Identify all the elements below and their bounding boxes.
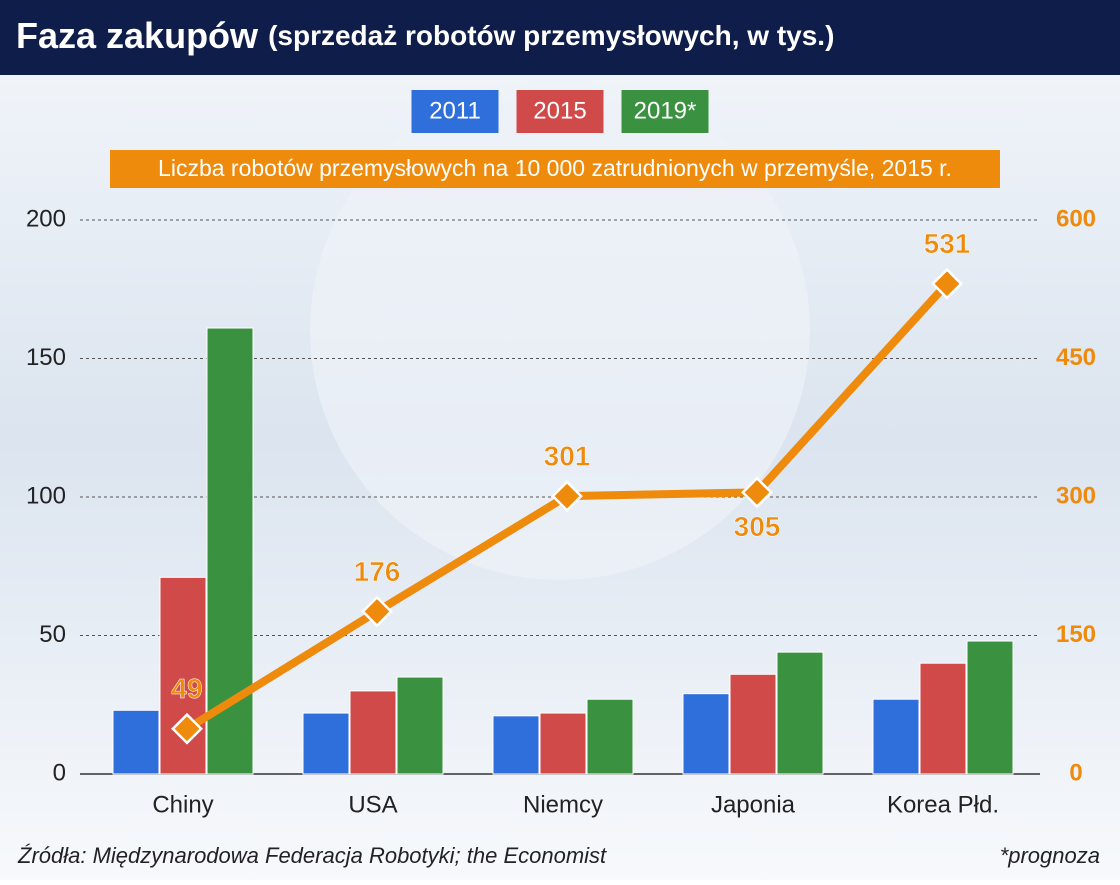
data-label: 49 [171, 673, 202, 704]
bar [919, 662, 967, 775]
y-tick-label: 200 [26, 205, 66, 232]
bar [966, 640, 1014, 775]
bar [872, 698, 920, 775]
bar [586, 698, 634, 775]
legend-label: Liczba robotów przemysłowych na 10 000 z… [158, 155, 952, 181]
title-bar [0, 0, 1120, 75]
data-label: 305 [734, 511, 781, 542]
bar [112, 709, 160, 775]
bar [492, 715, 540, 775]
source: Źródła: Międzynarodowa Federacja Robotyk… [17, 843, 607, 868]
note: *prognoza [1000, 843, 1100, 868]
title-sub: (sprzedaż robotów przemysłowych, w tys.) [268, 20, 834, 51]
legend-label: 2011 [429, 97, 481, 124]
legend-label: 2019* [634, 97, 697, 124]
bar [302, 712, 350, 775]
bar [682, 693, 730, 775]
marker [741, 476, 773, 509]
bar [396, 676, 444, 775]
bar [206, 327, 254, 775]
bar [729, 673, 777, 775]
legend-swatch [110, 150, 1000, 188]
bar [349, 690, 397, 775]
marker [171, 712, 203, 745]
y-tick-label: 0 [53, 759, 66, 786]
decor-circle [310, 80, 810, 580]
legend-label: 2015 [533, 97, 586, 124]
y2-tick-label: 150 [1056, 621, 1096, 648]
title-main: Faza zakupów [16, 15, 259, 56]
legend-swatch [411, 90, 499, 133]
y-tick-label: 50 [39, 621, 66, 648]
bar [539, 712, 587, 775]
data-label: 531 [924, 228, 971, 259]
y2-tick-label: 450 [1056, 344, 1096, 371]
x-tick-label: Niemcy [523, 791, 603, 818]
y-tick-label: 100 [26, 482, 66, 509]
data-label: 176 [354, 556, 401, 587]
legend-swatch [516, 90, 604, 133]
y2-tick-label: 0 [1069, 759, 1082, 786]
bar [159, 576, 207, 775]
chart-title: Faza zakupów (sprzedaż robotów przemysłow… [16, 15, 834, 56]
x-tick-label: Chiny [152, 791, 213, 818]
y2-tick-label: 300 [1056, 482, 1096, 509]
marker [361, 595, 393, 628]
y2-tick-label: 600 [1056, 205, 1096, 232]
x-tick-label: Japonia [711, 791, 796, 818]
marker [551, 480, 583, 512]
legend-swatch [621, 90, 709, 133]
bar [776, 651, 824, 775]
data-label: 301 [544, 440, 591, 471]
x-tick-label: USA [348, 791, 397, 818]
y-tick-label: 150 [26, 344, 66, 371]
x-tick-label: Korea Płd. [887, 791, 999, 818]
marker [931, 267, 963, 300]
